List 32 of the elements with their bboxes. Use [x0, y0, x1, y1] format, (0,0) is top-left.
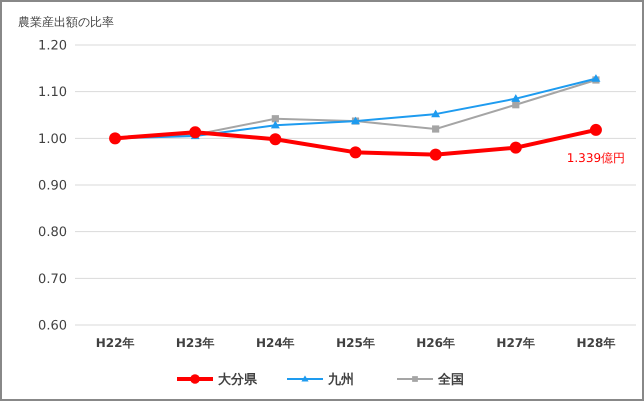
x-tick-label: H26年 [416, 336, 456, 350]
point [432, 125, 440, 133]
x-tick-label: H25年 [336, 336, 375, 350]
point [590, 124, 602, 136]
y-tick-label: 0.60 [38, 318, 67, 334]
point [512, 101, 520, 108]
legend-label: 全国 [437, 372, 464, 388]
legend-label: 九州 [327, 372, 354, 388]
point [430, 148, 442, 161]
point [269, 133, 282, 146]
point [270, 120, 280, 128]
x-tick-label: H24年 [256, 336, 295, 350]
chart-title: 農業産出額の比率 [18, 15, 114, 29]
y-tick-label: 1.00 [38, 132, 67, 147]
y-tick-label: 1.10 [38, 85, 67, 100]
legend-label: 大分県 [218, 372, 258, 388]
point [510, 142, 522, 154]
y-tick-label: 0.70 [38, 272, 67, 287]
point [109, 132, 122, 144]
point [189, 126, 202, 138]
point [511, 94, 520, 102]
y-tick-label: 0.80 [38, 225, 67, 240]
x-tick-label: H28年 [576, 336, 616, 350]
point [350, 146, 362, 158]
x-tick-label: H22年 [96, 336, 134, 350]
x-tick-label: H27年 [496, 336, 536, 350]
x-tick-label: H23年 [176, 336, 215, 350]
point [272, 115, 279, 122]
y-tick-label: 0.90 [38, 178, 67, 194]
y-tick-label: 1.20 [38, 38, 67, 54]
annotation: 1.339億円 [566, 150, 626, 165]
point [431, 110, 440, 118]
